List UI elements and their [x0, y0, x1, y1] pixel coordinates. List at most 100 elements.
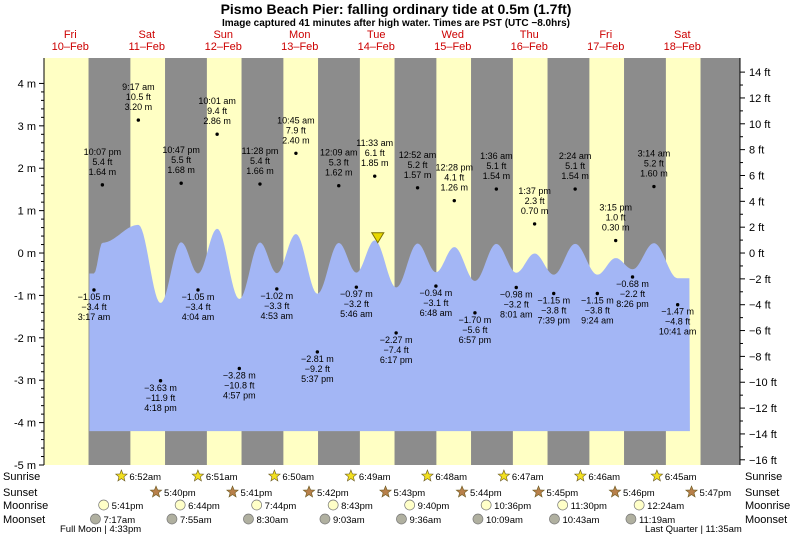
moonrise-time: 7:44pm: [265, 501, 297, 512]
tide-label: −1.47 m: [661, 307, 694, 317]
day-date: 17–Feb: [587, 41, 624, 53]
tide-point: [354, 285, 359, 289]
moonset-time: 10:09am: [486, 515, 523, 526]
axes: 4 m 3 m 2 m 1 m 0 m -1 m -2 m -3 m -4 m -5 m 14 ft…: [14, 58, 777, 472]
tide-label: 1.68 m: [167, 165, 195, 175]
day-name: Sat: [138, 29, 155, 41]
tide-label: 11:33 am: [356, 138, 393, 148]
moonrise-row-label-left: Moonrise: [3, 500, 48, 512]
moonset-time: 7:17am: [103, 515, 135, 526]
moonrise-time: 10:36pm: [494, 501, 531, 512]
day-name: Thu: [520, 29, 539, 41]
tide-label: 4:04 am: [182, 312, 215, 322]
moonrise-time: 11:30pm: [571, 501, 607, 512]
tide-label: −4.8 ft: [665, 317, 691, 327]
right-tick-label: 12 ft: [749, 93, 770, 105]
sunrise-icon: [650, 469, 664, 482]
tide-label: −3.4 ft: [81, 302, 107, 312]
moonset-icon: [90, 513, 101, 525]
left-tick-label: 4 m: [18, 78, 36, 90]
tide-label: 5.2 ft: [644, 159, 665, 169]
tide-label: 5:46 am: [340, 309, 373, 319]
right-tick-label: 2 ft: [749, 222, 764, 234]
moonset-row-label-right: Moonset: [745, 514, 787, 526]
day-date: 15–Feb: [434, 41, 471, 53]
tide-label: 5.5 ft: [171, 155, 192, 165]
tide-point: [337, 184, 341, 188]
tide-label: 7:39 pm: [537, 315, 570, 325]
day-headers: Fri10–FebSat11–FebSun12–FebMon13–FebTue1…: [52, 29, 701, 53]
sunset-time: 5:40pm: [164, 488, 196, 499]
tide-label: −0.68 m: [616, 279, 649, 289]
tide-label: 10:01 am: [198, 96, 236, 106]
moonrise-time: 9:40pm: [418, 501, 450, 512]
tide-point: [532, 222, 537, 226]
day-date: 14–Feb: [358, 41, 395, 53]
sunset-time: 5:42pm: [317, 488, 349, 499]
right-tick-label: −12 ft: [749, 403, 777, 415]
sunrise-time: 6:49am: [359, 472, 391, 483]
tide-label: −0.97 m: [340, 289, 373, 299]
sunset-time: 5:43pm: [394, 488, 426, 499]
tide-label: 1.64 m: [89, 167, 117, 177]
moon-phase-left: Full Moon | 4:33pm: [60, 524, 141, 535]
moonrise-icon: [633, 499, 645, 511]
tide-label: −2.2 ft: [620, 289, 646, 299]
tide-label: −1.05 m: [182, 292, 215, 302]
tide-label: −5.6 ft: [462, 325, 488, 335]
day-date: 12–Feb: [205, 41, 242, 53]
tide-label: −3.3 ft: [264, 301, 290, 311]
tide-label: −0.98 m: [500, 290, 533, 300]
tide-label: 2.40 m: [282, 135, 310, 145]
tide-point: [100, 183, 105, 187]
sunrise-time: 6:48am: [435, 472, 467, 483]
tide-point: [595, 291, 600, 296]
tide-point: [552, 291, 556, 296]
tide-label: 8:26 pm: [616, 299, 649, 309]
tide-point: [373, 174, 377, 178]
tide-label: 3:15 pm: [599, 203, 632, 213]
tide-label: 4.1 ft: [444, 173, 465, 183]
tide-label: −3.2 ft: [344, 299, 370, 309]
tide-label: 2.86 m: [203, 116, 231, 126]
tide-label: −3.8 ft: [541, 305, 567, 315]
left-tick-label: -1 m: [14, 290, 36, 302]
tide-point: [415, 186, 420, 190]
tide-label: −1.05 m: [78, 292, 111, 302]
moonrise-time: 6:44pm: [188, 501, 220, 512]
day-date: 16–Feb: [511, 41, 548, 53]
moonrise-row-label-right: Moonrise: [745, 500, 790, 512]
tide-label: 1.26 m: [441, 183, 469, 193]
tide-point: [675, 303, 680, 307]
day-date: 18–Feb: [664, 41, 701, 53]
moonset-time: 7:55am: [180, 515, 212, 526]
tide-label: 12:52 am: [399, 150, 437, 160]
tide-label: −1.15 m: [581, 295, 614, 305]
tide-point: [158, 379, 163, 383]
moonset-time: 10:43am: [562, 515, 599, 526]
tide-point: [452, 198, 456, 203]
left-tick-label: -2 m: [14, 333, 36, 345]
tide-label: 11:28 pm: [242, 146, 279, 156]
day-date: 10–Feb: [52, 41, 89, 53]
tide-label: 6:57 pm: [459, 335, 492, 345]
moonset-icon: [319, 513, 331, 525]
tide-label: 8:01 am: [500, 310, 533, 320]
tide-label: 2:24 am: [559, 151, 592, 161]
tide-label: 10.5 ft: [126, 92, 152, 102]
sunset-icon: [685, 485, 698, 498]
tide-label: 5.4 ft: [250, 156, 271, 166]
moonrise-icon: [327, 499, 339, 511]
sunset-icon: [302, 485, 316, 498]
moonset-icon: [243, 513, 254, 525]
tide-label: 0.70 m: [521, 206, 549, 216]
day-name: Fri: [64, 29, 77, 41]
sunset-time: 5:41pm: [241, 488, 273, 499]
tide-label: −3.2 ft: [504, 300, 530, 310]
left-tick-label: 0 m: [18, 248, 36, 260]
moonset-icon: [396, 513, 407, 525]
left-tick-label: 2 m: [18, 163, 36, 175]
tide-point: [630, 275, 635, 279]
tide-point: [136, 118, 141, 122]
